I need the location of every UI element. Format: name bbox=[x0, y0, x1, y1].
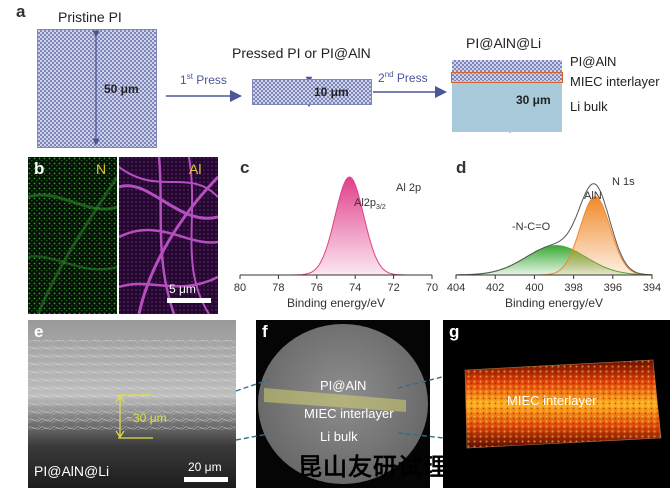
pristine-thickness-label: 50 μm bbox=[104, 82, 139, 96]
aluminum-fibers bbox=[119, 157, 218, 314]
x-tick-label: 398 bbox=[564, 282, 582, 294]
tomography-3d-render: g MIEC interlayer bbox=[443, 320, 670, 488]
x-tick-label: 402 bbox=[486, 282, 504, 294]
miec-interlayer-box bbox=[451, 72, 563, 83]
panel-label-e: e bbox=[34, 322, 44, 341]
x-tick-label: 76 bbox=[311, 282, 323, 294]
layer-mid-label: MIEC interlayer bbox=[570, 74, 660, 89]
chart-title: N 1s bbox=[612, 176, 635, 188]
press1-label: 1st Press bbox=[180, 72, 227, 87]
connector-f-g-bottom bbox=[397, 432, 463, 441]
x-tick-label: 396 bbox=[604, 282, 622, 294]
layer-bottom-label: Li bulk bbox=[570, 99, 608, 114]
panel-b-scale-label: 5 μm bbox=[169, 282, 196, 296]
x-tick-label: 70 bbox=[426, 282, 438, 294]
tomo-bottom-label: Li bulk bbox=[320, 429, 358, 444]
x-axis-title: Binding energy/eV bbox=[287, 296, 385, 310]
layer-top-label: PI@AlN bbox=[570, 54, 617, 69]
panel-label-g: g bbox=[449, 322, 460, 341]
panel-label-f: f bbox=[262, 322, 268, 341]
press2-label: 2nd Press bbox=[378, 70, 428, 85]
watermark-text: 昆山友研试理 bbox=[298, 453, 448, 481]
panel-label-a: a bbox=[16, 2, 26, 21]
tomo-top-label: PI@AlN bbox=[320, 378, 367, 393]
pressed-pi-block bbox=[252, 79, 372, 105]
x-tick-label: 400 bbox=[525, 282, 543, 294]
x-tick-label: 394 bbox=[643, 282, 661, 294]
li-thickness-label: 30 μm bbox=[516, 93, 551, 107]
pressed-thickness-label: 10 μm bbox=[314, 85, 349, 99]
sem-scale-label: 20 μm bbox=[188, 460, 222, 474]
pressed-title: Pressed PI or PI@AlN bbox=[232, 45, 371, 61]
nitrogen-dots bbox=[28, 157, 117, 314]
sem-texture bbox=[28, 320, 236, 488]
pristine-title: Pristine PI bbox=[58, 9, 122, 25]
panel-label-c: c bbox=[240, 158, 250, 177]
tomo-mid-label: MIEC interlayer bbox=[304, 406, 394, 421]
annotation-aln: AlN bbox=[584, 190, 602, 202]
x-axis-title: Binding energy/eV bbox=[505, 296, 603, 310]
annotation--n-c-o: -N-C=O bbox=[512, 221, 551, 233]
x-tick-label: 404 bbox=[447, 282, 465, 294]
sem-caption: PI@AlN@Li bbox=[34, 463, 110, 479]
x-tick-label: 74 bbox=[349, 282, 361, 294]
sem-cross-section: e ~30 μm PI@AlN@Li 20 μm bbox=[28, 320, 236, 488]
connector-e-f-top bbox=[235, 379, 269, 392]
render-label: MIEC interlayer bbox=[507, 393, 597, 408]
panel-b-scale-bar bbox=[167, 298, 211, 303]
eds-map-nitrogen: b N bbox=[28, 157, 117, 314]
panel-label-d: d bbox=[456, 158, 467, 177]
sem-thickness-label: ~30 μm bbox=[126, 411, 167, 425]
x-tick-label: 72 bbox=[387, 282, 399, 294]
x-tick-label: 78 bbox=[272, 282, 284, 294]
tomography-layer bbox=[264, 388, 406, 412]
eds-map-aluminum: Al 5 μm bbox=[119, 157, 218, 314]
connector-e-f-bottom bbox=[235, 433, 269, 441]
tomography-circle-view: f PI@AlN MIEC interlayer Li bulk bbox=[256, 320, 430, 488]
chart-title: Al 2p bbox=[396, 182, 421, 194]
result-title: PI@AlN@Li bbox=[466, 35, 542, 51]
n-map-label: N bbox=[96, 161, 107, 177]
render-volume bbox=[464, 359, 662, 449]
connector-f-g-top bbox=[397, 371, 463, 389]
envelope-line bbox=[456, 183, 653, 276]
xps-n1s-chart: 404 402 400 398 396 394 Binding energy/eV N 1s -… bbox=[447, 176, 661, 310]
al-map-label: Al bbox=[189, 161, 202, 177]
x-tick-label: 80 bbox=[234, 282, 246, 294]
sem-scale-bar bbox=[184, 477, 228, 482]
panel-label-b: b bbox=[34, 159, 45, 178]
pi-aln-top-layer bbox=[452, 60, 562, 81]
